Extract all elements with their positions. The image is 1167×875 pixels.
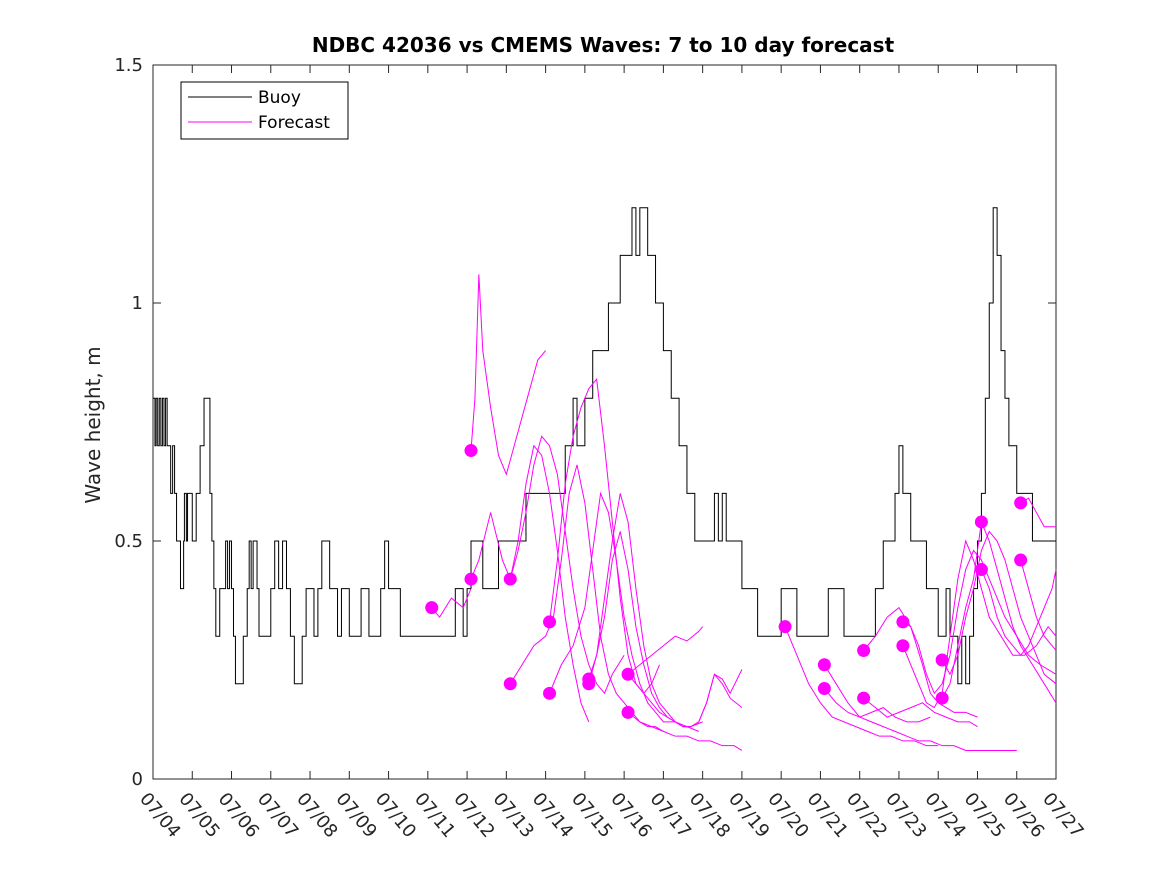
forecast-marker xyxy=(621,705,635,719)
forecast-series-line xyxy=(902,539,1057,709)
y-tick-label: 1 xyxy=(132,293,143,314)
forecast-series-line xyxy=(627,626,704,675)
forecast-marker xyxy=(817,658,831,672)
forecast-series-line xyxy=(784,626,939,747)
forecast-marker xyxy=(582,677,596,691)
forecast-marker xyxy=(464,572,478,586)
legend-buoy-label: Buoy xyxy=(258,88,301,108)
forecast-series-line xyxy=(1020,559,1057,651)
forecast-series-line xyxy=(549,491,699,732)
forecast-marker xyxy=(935,691,949,705)
forecast-series-line xyxy=(470,274,546,476)
forecast-series-line xyxy=(509,435,625,695)
legend-forecast-label: Forecast xyxy=(258,113,330,133)
chart-title: NDBC 42036 vs CMEMS Waves: 7 to 10 day f… xyxy=(312,33,895,57)
forecast-marker xyxy=(896,639,910,653)
forecast-marker xyxy=(621,667,635,681)
forecast-marker xyxy=(817,682,831,696)
forecast-marker xyxy=(857,643,871,657)
forecast-series-line xyxy=(863,697,978,728)
forecast-marker xyxy=(935,653,949,667)
forecast-series-line xyxy=(823,688,931,723)
forecast-series-line xyxy=(823,664,1017,751)
forecast-marker xyxy=(503,572,517,586)
forecast-series-line xyxy=(431,588,472,619)
legend: Buoy Forecast xyxy=(180,81,349,140)
forecast-series-line xyxy=(902,549,1057,695)
y-tick-label: 1.5 xyxy=(114,55,143,76)
forecast-marker xyxy=(464,444,478,458)
forecast-series-line xyxy=(980,569,1057,657)
forecast-series-line xyxy=(863,606,978,718)
forecast-series-line xyxy=(627,711,743,751)
forecast-series-line xyxy=(941,530,1057,685)
forecast-marker xyxy=(543,686,557,700)
plot-frame xyxy=(152,64,1057,780)
forecast-marker xyxy=(896,615,910,629)
forecast-marker xyxy=(1014,553,1028,567)
buoy-series-line xyxy=(153,207,1056,685)
forecast-marker xyxy=(1014,496,1028,510)
forecast-marker xyxy=(857,691,871,705)
forecast-marker xyxy=(778,620,792,634)
forecast-series-line xyxy=(627,669,743,728)
forecast-marker xyxy=(425,601,439,615)
y-axis-label: Wave height, m xyxy=(81,346,105,503)
forecast-marker xyxy=(503,677,517,691)
y-tick-label: 0 xyxy=(132,769,143,790)
forecast-marker xyxy=(974,563,988,577)
y-tick-label: 0.5 xyxy=(114,531,143,552)
forecast-series-line xyxy=(941,520,1057,704)
forecast-marker xyxy=(974,515,988,529)
forecast-marker xyxy=(543,615,557,629)
forecast-series-line xyxy=(470,444,590,723)
